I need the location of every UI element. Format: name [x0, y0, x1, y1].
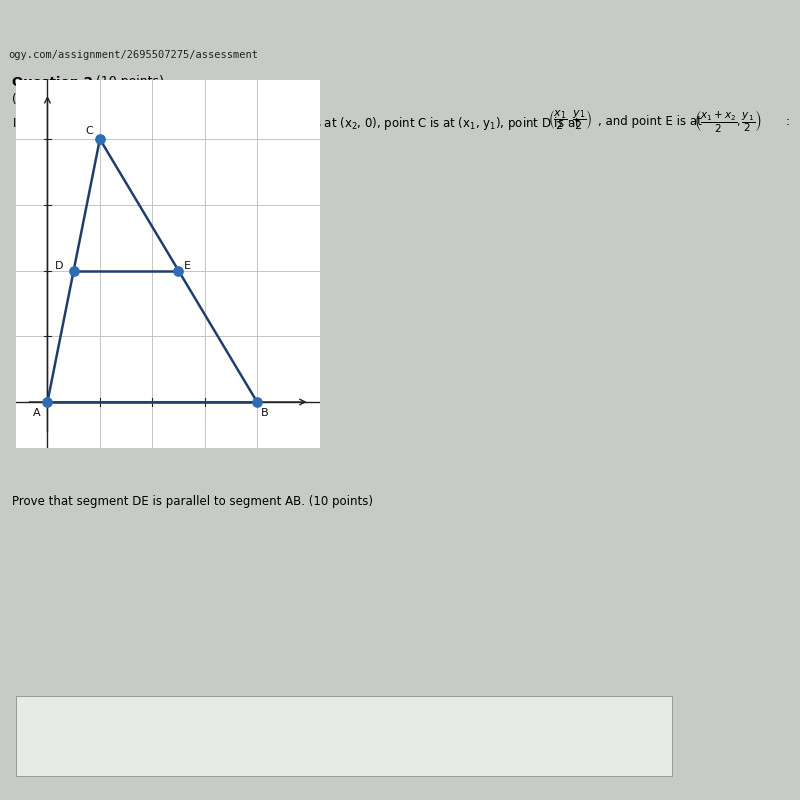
Point	[250, 396, 263, 408]
Text: (03.02 MC): (03.02 MC)	[12, 93, 77, 106]
Point	[41, 396, 54, 408]
Text: E: E	[184, 262, 190, 271]
Text: Question 2: Question 2	[12, 75, 93, 88]
Text: $\left(\dfrac{x_1}{2},\dfrac{y_1}{2}\right)$: $\left(\dfrac{x_1}{2},\dfrac{y_1}{2}\rig…	[548, 108, 593, 132]
Text: , and point E is at: , and point E is at	[598, 115, 702, 128]
Text: D: D	[55, 262, 64, 271]
Text: C: C	[85, 126, 93, 136]
Point	[94, 133, 106, 146]
Text: In $\triangle$ABC shown below, point A is at (0, 0), point B is at (x$_2$, 0), p: In $\triangle$ABC shown below, point A i…	[12, 115, 581, 132]
Text: B: B	[262, 409, 269, 418]
Text: ogy.com/assignment/2695507275/assessment: ogy.com/assignment/2695507275/assessment	[8, 50, 258, 60]
Text: (10 points): (10 points)	[92, 75, 164, 88]
Text: A: A	[33, 409, 40, 418]
Point	[67, 264, 80, 277]
Text: Prove that segment DE is parallel to segment AB. (10 points): Prove that segment DE is parallel to seg…	[12, 495, 373, 508]
Text: :: :	[786, 115, 790, 128]
Point	[172, 264, 185, 277]
Text: $\left(\dfrac{x_1+x_2}{2},\dfrac{y_1}{2}\right)$: $\left(\dfrac{x_1+x_2}{2},\dfrac{y_1}{2}…	[694, 108, 762, 134]
